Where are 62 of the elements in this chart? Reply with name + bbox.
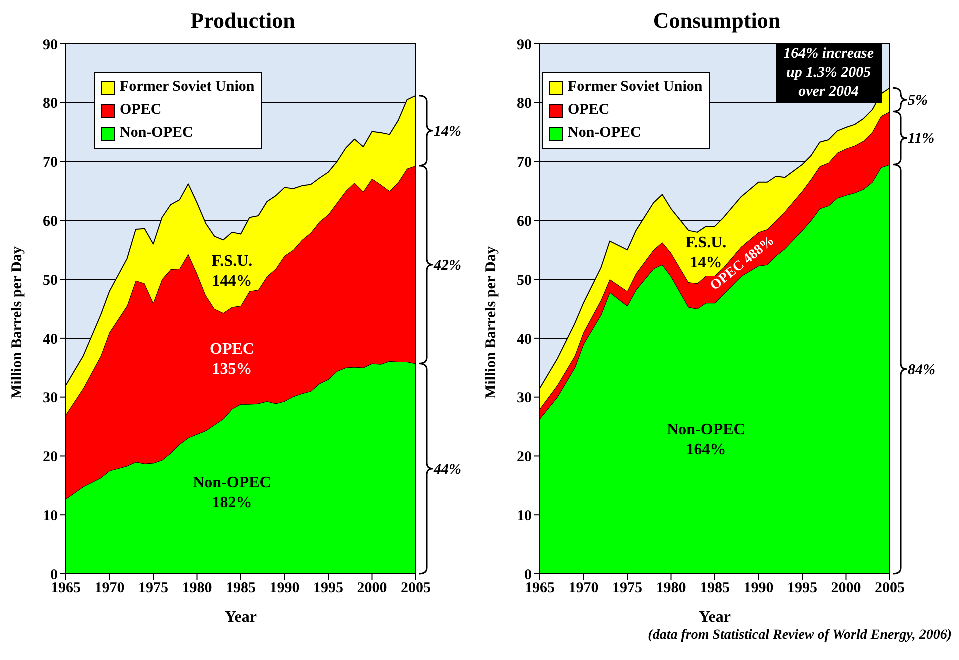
x-tick-label: 1975 (612, 580, 642, 597)
annotation: 164% increase up 1.3% 2005 over 2004 (784, 45, 874, 102)
x-tick-label: 1985 (226, 580, 256, 597)
x-tick-label: 1975 (138, 580, 168, 597)
y-tick-label: 90 (517, 37, 532, 54)
text: 42% (433, 258, 462, 274)
x-tick-label: 1985 (700, 580, 730, 597)
y-tick-label: 80 (517, 96, 532, 112)
chart-title: Production (190, 8, 296, 35)
text: 11% (908, 131, 935, 148)
y-tick-label: 10 (517, 508, 532, 524)
x-tick-label: 1980 (656, 580, 686, 597)
x-axis-title: Year (225, 609, 257, 626)
y-tick-label: 90 (43, 37, 58, 54)
x-tick-label: 1970 (94, 580, 125, 597)
x-tick-label: 1995 (788, 580, 818, 597)
x-axis-title: Year (699, 609, 731, 626)
x-tick-label: 2000 (831, 580, 862, 597)
y-tick-label: 50 (43, 272, 58, 289)
y-axis-title: Million Barrels per Day (483, 246, 500, 399)
text: 44% (433, 462, 462, 478)
y-tick-label: 0 (50, 567, 58, 584)
annotation: OPEC 135% (210, 341, 254, 378)
x-tick-label: 1965 (51, 580, 81, 597)
x-tick-label: 1990 (744, 580, 774, 597)
y-tick-label: 20 (43, 450, 58, 466)
y-tick-label: 30 (43, 390, 58, 407)
x-tick-label: 2005 (401, 580, 431, 597)
text: 84% (908, 362, 936, 378)
legend-label: Former Soviet Union (568, 78, 703, 97)
y-tick-label: 50 (517, 272, 532, 289)
y-tick-label: 60 (43, 214, 58, 230)
annotation: Non-OPEC 182% (193, 474, 272, 512)
text: 5% (908, 92, 928, 109)
y-tick-label: 30 (517, 390, 532, 407)
x-tick-label: 1965 (525, 580, 555, 597)
y-tick-label: 70 (43, 155, 58, 172)
y-tick-label: 80 (43, 96, 58, 112)
x-tick-label: 1980 (182, 580, 212, 597)
y-tick-label: 40 (43, 332, 58, 348)
y-axis-title: Million Barrels per Day (9, 246, 26, 399)
x-tick-label: 1990 (270, 580, 300, 597)
legend-label: Non-OPEC (568, 124, 642, 143)
annotation: Non-OPEC 164% (667, 422, 746, 459)
y-tick-label: 70 (517, 155, 532, 172)
x-tick-label: 2000 (357, 580, 388, 597)
x-tick-label: 1995 (314, 580, 344, 597)
legend-label: Former Soviet Union (120, 78, 255, 97)
legend-label: OPEC (120, 101, 162, 120)
legend-label: Non-OPEC (120, 124, 194, 143)
chart-title: Consumption (652, 8, 782, 35)
legend-label: OPEC (568, 101, 610, 120)
y-tick-label: 40 (517, 332, 532, 348)
y-tick-label: 10 (43, 508, 58, 524)
x-tick-label: 1970 (568, 580, 599, 597)
y-tick-label: 60 (517, 214, 532, 230)
text: 14% (434, 124, 462, 140)
text: (data from Statistical Review of World Energy, 2006) (647, 628, 952, 644)
annotation: F.S.U. 144% (212, 252, 253, 290)
y-tick-label: 20 (517, 450, 532, 466)
y-tick-label: 0 (524, 567, 532, 584)
x-tick-label: 2005 (875, 580, 905, 597)
